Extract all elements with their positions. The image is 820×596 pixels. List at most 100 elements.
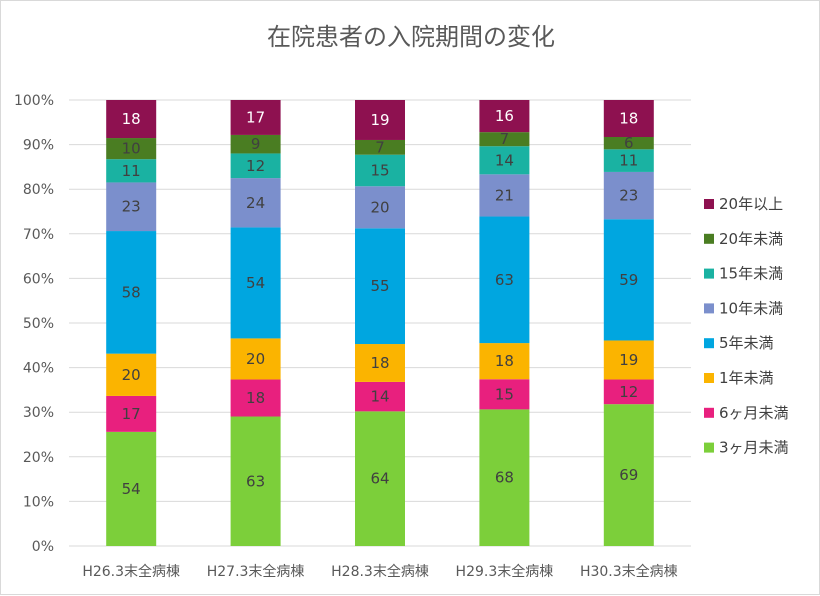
bar-segment (230, 153, 281, 179)
data-label: 54 (246, 274, 265, 292)
bar-segment (603, 171, 654, 220)
x-category-label: H27.3末全病棟 (207, 563, 305, 580)
bar-segment (603, 404, 654, 546)
bar-segment (106, 395, 157, 432)
bar-segment (230, 338, 281, 380)
x-category-label: H28.3末全病棟 (331, 563, 429, 580)
y-tick-label: 40% (23, 361, 54, 377)
legend-item: 1年未満 (704, 369, 774, 387)
legend-swatch (704, 233, 714, 244)
data-label: 17 (122, 405, 141, 423)
y-tick-label: 70% (23, 227, 54, 243)
x-category-label: H30.3末全病棟 (580, 563, 678, 580)
data-label: 23 (619, 187, 638, 205)
data-label: 6 (624, 134, 634, 152)
data-label: 24 (246, 194, 265, 212)
legend-label: 20年未満 (719, 230, 783, 248)
legend-label: 15年未満 (719, 265, 783, 283)
bar-segment (603, 149, 654, 172)
bar-segment (106, 231, 157, 354)
legend-label: 6ヶ月未満 (719, 404, 789, 422)
legend-label: 5年未満 (719, 334, 774, 352)
bar-segment (355, 344, 405, 382)
data-label: 21 (495, 186, 514, 204)
data-label: 63 (246, 472, 265, 490)
bar-segment (230, 227, 281, 339)
bar-segment (230, 416, 281, 546)
data-label: 59 (619, 271, 638, 289)
y-tick-label: 20% (23, 450, 54, 466)
bar-stack: 54 17 20 58 23 11 10 18 (106, 100, 157, 546)
data-label: 15 (370, 161, 389, 179)
legend-item: 10年未満 (704, 299, 783, 317)
legend-item: 6ヶ月未満 (704, 404, 789, 422)
y-tick-label: 30% (23, 405, 54, 421)
bar-segment (230, 134, 281, 154)
legend-swatch (704, 303, 714, 314)
y-axis-ticks: 0% 10% 20% 30% 40% 50% 60% 70% 80% 90% 100% (14, 93, 54, 555)
data-label: 20 (246, 350, 265, 368)
bar-segment (355, 100, 405, 140)
legend-label: 3ヶ月未満 (719, 439, 789, 457)
bar-segment (106, 159, 157, 183)
bar-segment (355, 381, 405, 412)
data-label: 69 (619, 466, 638, 484)
legend-label: 1年未満 (719, 369, 774, 387)
y-tick-label: 50% (23, 316, 54, 332)
bar-segment (355, 228, 405, 345)
data-label: 54 (122, 480, 141, 498)
data-label: 20 (122, 366, 141, 384)
bar-stack: 69 12 19 59 23 116 18 (603, 100, 654, 546)
bar-segment (106, 182, 157, 232)
bar-segment (479, 379, 530, 410)
data-label: 64 (370, 470, 389, 488)
bar-segment (479, 146, 530, 175)
y-tick-label: 10% (23, 494, 54, 510)
data-label: 12 (619, 383, 638, 401)
bar-segment (603, 136, 654, 150)
data-label: 11 (122, 162, 141, 180)
data-label: 18 (619, 109, 638, 127)
data-label: 7 (375, 138, 385, 156)
y-tick-label: 100% (14, 93, 54, 109)
data-label: 16 (495, 107, 514, 125)
legend-swatch (704, 373, 714, 383)
data-label: 19 (370, 111, 389, 129)
bar-segment (603, 219, 654, 341)
data-label: 18 (370, 354, 389, 372)
data-label: 55 (370, 277, 389, 295)
bar-segment (106, 100, 157, 139)
bar-stack: 63 18 20 54 24 12 9 17 (230, 100, 281, 546)
legend-label: 20年以上 (719, 195, 783, 213)
bar-segment (355, 186, 405, 229)
y-tick-label: 60% (23, 271, 54, 287)
data-label: 17 (246, 108, 265, 126)
legend-swatch (704, 407, 714, 418)
data-label: 14 (370, 388, 389, 406)
legend-item: 3ヶ月未満 (704, 439, 789, 457)
data-label: 14 (495, 151, 514, 169)
bar-segment (355, 139, 405, 155)
legend-swatch (704, 268, 714, 279)
legend-label: 10年未満 (719, 299, 783, 317)
bar-segment (479, 174, 530, 217)
y-tick-label: 80% (23, 182, 54, 198)
bar-segment (479, 100, 530, 133)
legend-item: 15年未満 (704, 265, 783, 283)
bar-segment (603, 340, 654, 380)
bar-segment (230, 379, 281, 417)
bar-segment (479, 409, 530, 546)
bar-segment (355, 154, 405, 187)
data-label: 18 (246, 389, 265, 407)
data-label: 15 (495, 385, 514, 403)
bar-segment (603, 379, 654, 405)
legend-swatch (704, 338, 714, 349)
bar-segment (230, 178, 281, 228)
chart-title: 在院患者の入院期間の変化 (267, 23, 555, 51)
legend-item: 20年以上 (704, 195, 783, 213)
data-label: 58 (122, 283, 141, 301)
bar-stack: 64 14 18 55 20 15 7 19 (355, 100, 405, 546)
bar-segment (603, 100, 654, 137)
